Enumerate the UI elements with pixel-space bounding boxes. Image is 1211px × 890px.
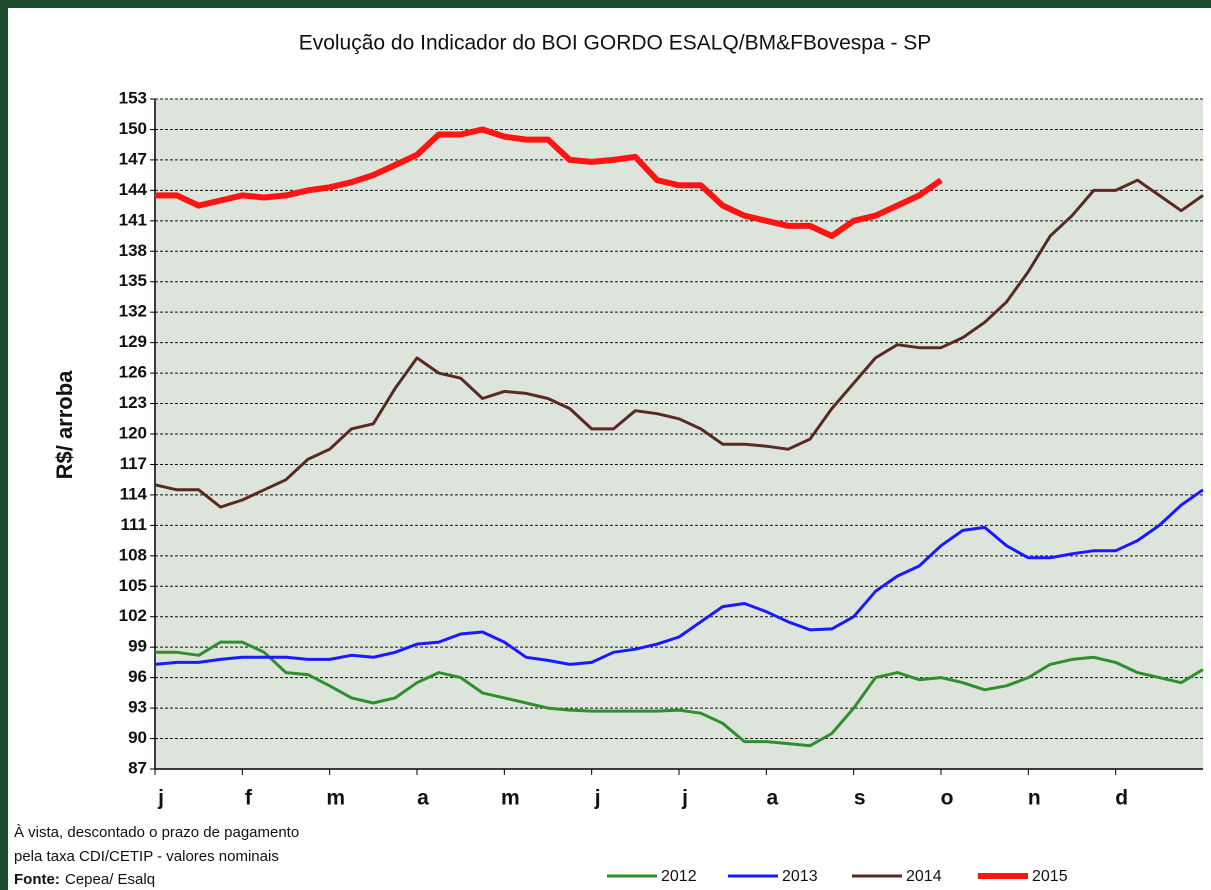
y-tick-label: 144 bbox=[119, 180, 148, 199]
plot-area bbox=[155, 99, 1203, 769]
source: Cepea/ Esalq bbox=[65, 871, 155, 888]
x-tick-label: s bbox=[854, 787, 866, 810]
y-tick-label: 150 bbox=[119, 119, 147, 138]
x-tick-label: o bbox=[941, 787, 954, 810]
y-tick-label: 120 bbox=[119, 423, 147, 442]
y-tick-label: 141 bbox=[119, 210, 147, 229]
y-tick-label: 87 bbox=[128, 758, 147, 777]
x-tick-label: m bbox=[326, 787, 345, 810]
series-line bbox=[154, 488, 1204, 666]
y-tick-label: 135 bbox=[119, 271, 147, 290]
y-tick-label: 123 bbox=[119, 393, 147, 412]
y-tick-label: 99 bbox=[128, 637, 147, 656]
y-tick-label: 117 bbox=[120, 454, 147, 473]
y-tick-label: 129 bbox=[119, 332, 147, 351]
x-tick-label: n bbox=[1028, 787, 1041, 810]
y-tick-label: 126 bbox=[119, 363, 147, 382]
x-tick-label: d bbox=[1115, 787, 1128, 810]
y-tick-label: 105 bbox=[119, 576, 147, 595]
y-tick-label: 90 bbox=[128, 728, 147, 747]
series-line bbox=[155, 640, 1204, 748]
note: À vista, descontado o prazo de pagamento bbox=[14, 824, 299, 841]
x-tick-label: j bbox=[594, 787, 601, 810]
y-tick-label: 138 bbox=[119, 241, 147, 260]
legend-label: 2015 bbox=[1032, 868, 1068, 885]
chart-title: Evolução do Indicador do BOI GORDO ESALQ… bbox=[299, 32, 932, 55]
y-tick-label: 132 bbox=[119, 302, 147, 321]
x-tick-label: j bbox=[681, 787, 688, 810]
x-tick-label: a bbox=[417, 787, 429, 810]
y-tick-label: 93 bbox=[128, 698, 147, 717]
y-tick-label: 102 bbox=[119, 606, 147, 625]
y-tick-label: 96 bbox=[128, 667, 147, 686]
y-tick-label: 114 bbox=[120, 484, 148, 503]
legend-label: 2012 bbox=[661, 868, 697, 885]
note: pela taxa CDI/CETIP - valores nominais bbox=[14, 848, 279, 865]
y-tick-label: 147 bbox=[119, 149, 147, 168]
series-line bbox=[154, 178, 1204, 509]
y-axis-label: R$/ arroba bbox=[52, 370, 77, 480]
x-tick-label: j bbox=[157, 787, 164, 810]
y-tick-label: 108 bbox=[119, 545, 147, 564]
y-tick-label: 153 bbox=[119, 88, 147, 107]
x-tick-label: a bbox=[766, 787, 778, 810]
legend-label: 2013 bbox=[782, 868, 818, 885]
x-tick-label: m bbox=[501, 787, 520, 810]
source-label: Fonte: bbox=[14, 871, 60, 888]
x-tick-label: f bbox=[245, 787, 253, 810]
series-line bbox=[155, 126, 943, 239]
y-tick-label: 111 bbox=[121, 515, 148, 534]
legend-label: 2014 bbox=[906, 868, 942, 885]
